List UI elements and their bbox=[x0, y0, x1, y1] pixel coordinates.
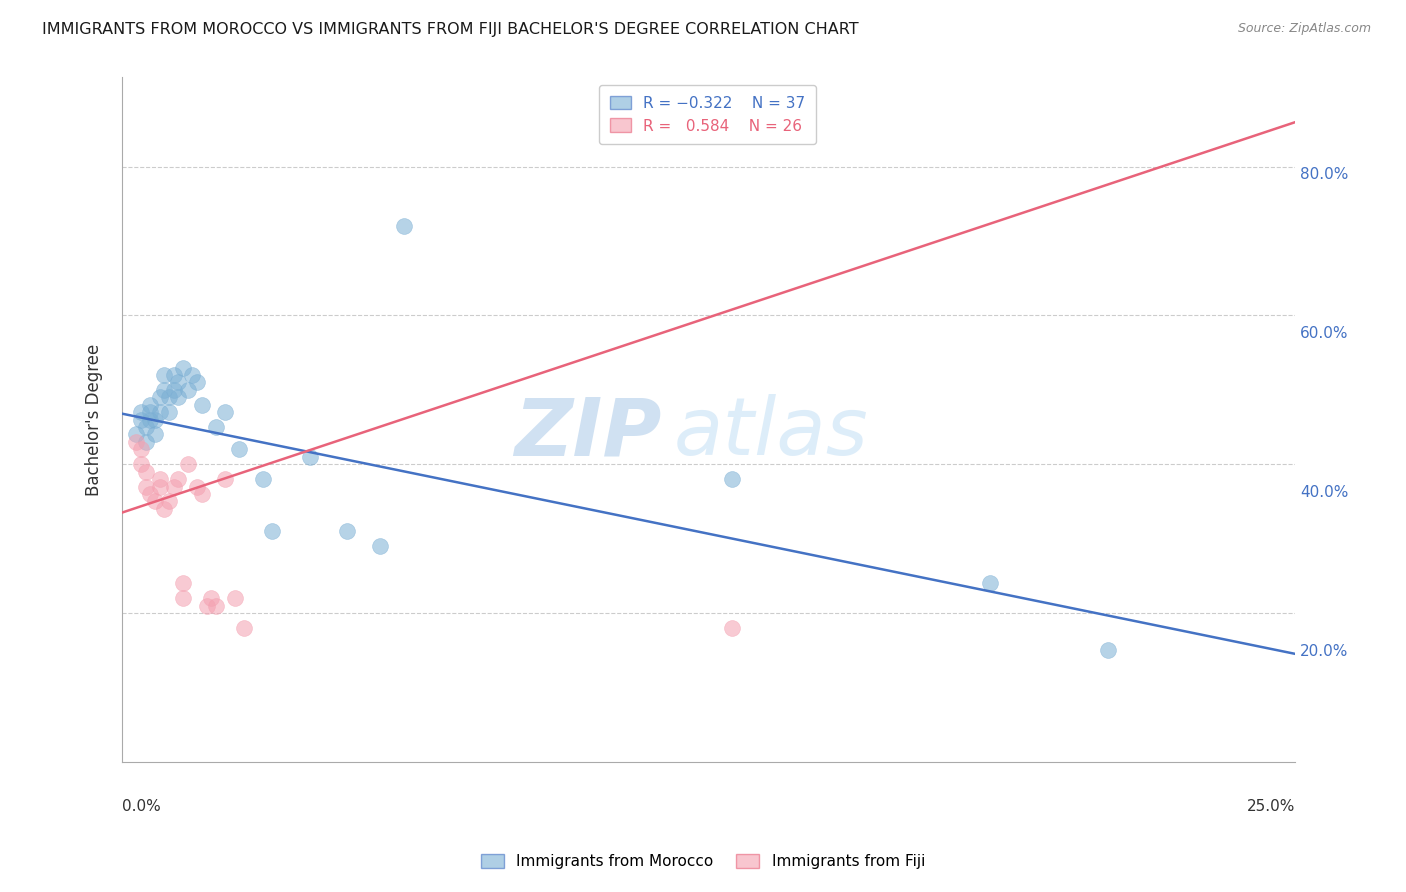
Text: ZIP: ZIP bbox=[515, 394, 662, 472]
Text: Source: ZipAtlas.com: Source: ZipAtlas.com bbox=[1237, 22, 1371, 36]
Point bbox=[298, 450, 321, 464]
Point bbox=[167, 390, 190, 404]
Point bbox=[167, 376, 190, 390]
Point bbox=[139, 487, 162, 501]
Point bbox=[186, 479, 208, 493]
Point bbox=[129, 457, 152, 471]
Legend: Immigrants from Morocco, Immigrants from Fiji: Immigrants from Morocco, Immigrants from… bbox=[475, 848, 931, 875]
Point bbox=[139, 405, 162, 419]
Text: IMMIGRANTS FROM MOROCCO VS IMMIGRANTS FROM FIJI BACHELOR'S DEGREE CORRELATION CH: IMMIGRANTS FROM MOROCCO VS IMMIGRANTS FR… bbox=[42, 22, 859, 37]
Point bbox=[721, 472, 744, 486]
Point bbox=[149, 479, 172, 493]
Point bbox=[177, 457, 200, 471]
Point bbox=[125, 427, 148, 442]
Point bbox=[186, 376, 208, 390]
Point bbox=[172, 576, 194, 591]
Point bbox=[134, 479, 156, 493]
Point bbox=[214, 472, 236, 486]
Point bbox=[149, 405, 172, 419]
Point bbox=[979, 576, 1001, 591]
Point bbox=[143, 494, 166, 508]
Point bbox=[134, 420, 156, 434]
Point bbox=[139, 398, 162, 412]
Point bbox=[157, 494, 180, 508]
Point bbox=[252, 472, 274, 486]
Point bbox=[134, 465, 156, 479]
Point bbox=[721, 621, 744, 635]
Point bbox=[167, 472, 190, 486]
Point bbox=[368, 539, 391, 553]
Legend: R = −0.322    N = 37, R =   0.584    N = 26: R = −0.322 N = 37, R = 0.584 N = 26 bbox=[599, 85, 815, 145]
Point bbox=[143, 412, 166, 426]
Point bbox=[214, 405, 236, 419]
Point bbox=[191, 487, 214, 501]
Point bbox=[153, 383, 176, 397]
Point bbox=[233, 621, 256, 635]
Point bbox=[163, 479, 186, 493]
Point bbox=[143, 427, 166, 442]
Text: 25.0%: 25.0% bbox=[1247, 799, 1295, 814]
Point bbox=[392, 219, 415, 234]
Point bbox=[172, 360, 194, 375]
Point bbox=[172, 591, 194, 606]
Point bbox=[149, 472, 172, 486]
Point bbox=[191, 398, 214, 412]
Point bbox=[336, 524, 359, 539]
Point bbox=[134, 434, 156, 449]
Point bbox=[149, 390, 172, 404]
Text: 0.0%: 0.0% bbox=[122, 799, 160, 814]
Point bbox=[262, 524, 284, 539]
Point bbox=[177, 383, 200, 397]
Point bbox=[163, 368, 186, 382]
Point bbox=[153, 501, 176, 516]
Point bbox=[200, 591, 222, 606]
Point bbox=[224, 591, 246, 606]
Point bbox=[181, 368, 204, 382]
Point bbox=[195, 599, 218, 613]
Point bbox=[129, 405, 152, 419]
Point bbox=[205, 599, 228, 613]
Point bbox=[163, 383, 186, 397]
Point bbox=[205, 420, 228, 434]
Point bbox=[129, 442, 152, 457]
Point bbox=[157, 405, 180, 419]
Point bbox=[153, 368, 176, 382]
Point bbox=[157, 390, 180, 404]
Point bbox=[139, 412, 162, 426]
Point bbox=[228, 442, 250, 457]
Text: atlas: atlas bbox=[673, 394, 869, 472]
Point bbox=[1097, 643, 1119, 657]
Point bbox=[129, 412, 152, 426]
Point bbox=[125, 434, 148, 449]
Y-axis label: Bachelor's Degree: Bachelor's Degree bbox=[86, 343, 103, 496]
